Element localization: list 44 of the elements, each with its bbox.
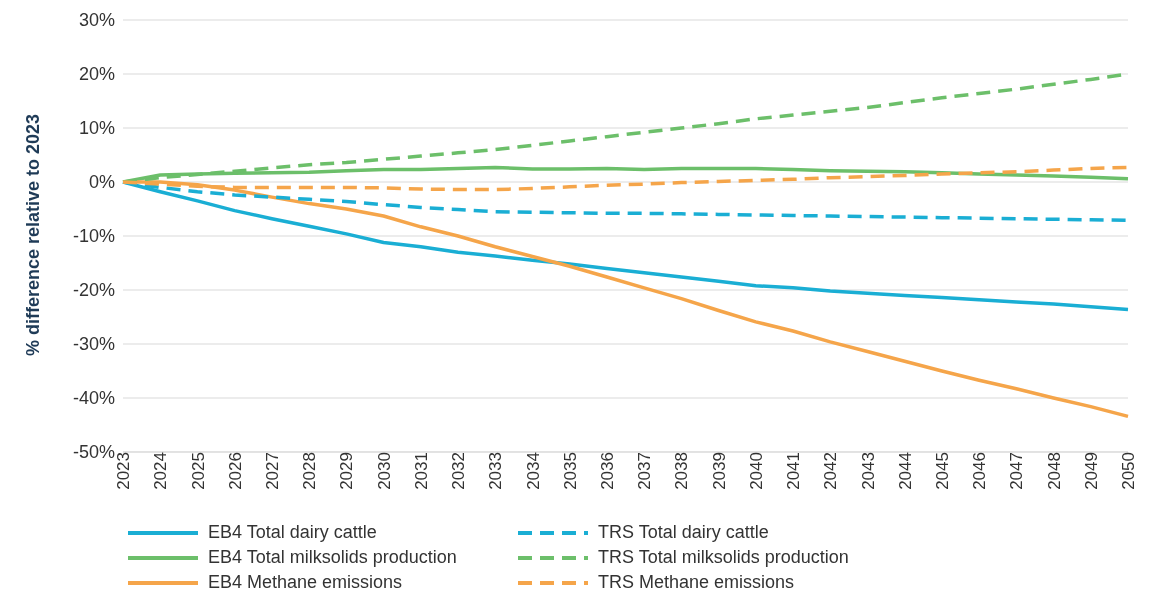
y-axis-title: % difference relative to 2023	[23, 113, 44, 356]
x-tick-label: 2023	[114, 452, 134, 490]
legend-label: EB4 Total dairy cattle	[208, 522, 377, 543]
x-tick-label: 2026	[225, 452, 245, 490]
y-tick-label: -50%	[72, 442, 115, 463]
x-tick-label: 2029	[337, 452, 357, 490]
y-tick-label: 0%	[88, 172, 115, 193]
legend-label: TRS Total milksolids production	[598, 547, 849, 568]
y-tick-label: -20%	[72, 280, 115, 301]
x-tick-label: 2027	[262, 452, 282, 490]
y-tick-label: 10%	[78, 118, 115, 139]
legend-label: TRS Methane emissions	[598, 572, 795, 593]
x-tick-label: 2028	[300, 452, 320, 490]
y-tick-label: -10%	[72, 226, 115, 247]
x-tick-label: 2049	[1081, 452, 1101, 490]
x-tick-label: 2035	[560, 452, 580, 490]
legend-label: TRS Total dairy cattle	[598, 522, 769, 543]
x-tick-label: 2044	[895, 452, 915, 490]
x-tick-label: 2045	[932, 452, 952, 490]
x-tick-label: 2043	[858, 452, 878, 490]
y-tick-label: -30%	[72, 334, 115, 355]
legend-label: EB4 Methane emissions	[208, 572, 403, 593]
x-tick-label: 2032	[449, 452, 469, 490]
x-tick-label: 2025	[188, 452, 208, 490]
x-tick-label: 2038	[672, 452, 692, 490]
y-tick-label: -40%	[72, 388, 115, 409]
x-tick-label: 2050	[1119, 452, 1139, 490]
y-tick-label: 30%	[78, 10, 115, 31]
x-tick-label: 2034	[523, 452, 543, 490]
x-tick-label: 2048	[1044, 452, 1064, 490]
x-tick-label: 2036	[597, 452, 617, 490]
x-tick-label: 2033	[486, 452, 506, 490]
x-tick-label: 2039	[709, 452, 729, 490]
x-tick-label: 2030	[374, 452, 394, 490]
y-tick-label: 20%	[78, 64, 115, 85]
x-tick-label: 2041	[784, 452, 804, 490]
x-tick-label: 2037	[635, 452, 655, 490]
legend-label: EB4 Total milksolids production	[208, 547, 457, 568]
x-tick-label: 2047	[1007, 452, 1027, 490]
x-tick-label: 2040	[746, 452, 766, 490]
x-tick-label: 2042	[821, 452, 841, 490]
x-tick-label: 2046	[970, 452, 990, 490]
x-tick-label: 2024	[151, 452, 171, 490]
x-tick-label: 2031	[411, 452, 431, 490]
